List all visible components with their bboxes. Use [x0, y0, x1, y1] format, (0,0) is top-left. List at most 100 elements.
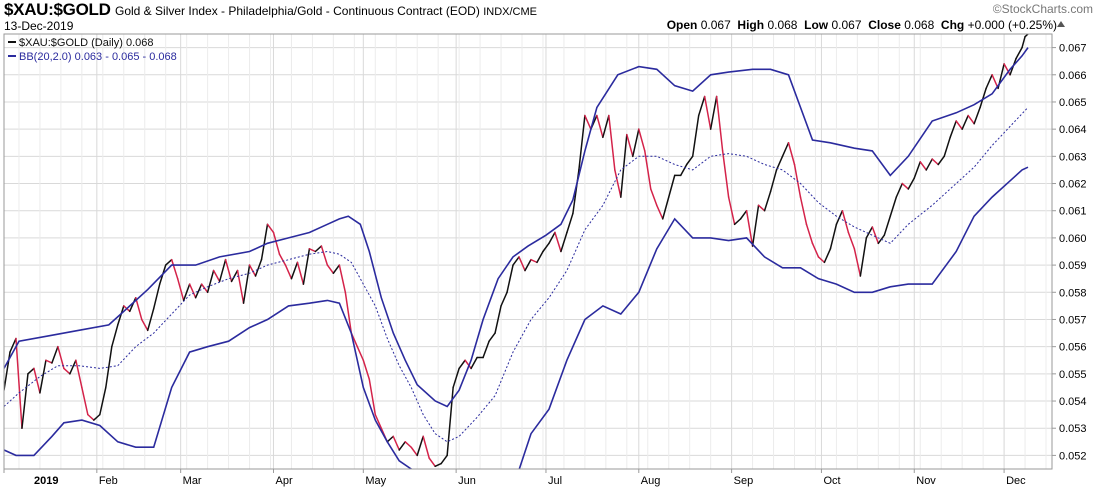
price-segment: [775, 155, 784, 171]
chart-description: Gold & Silver Index - Philadelphia/Gold …: [115, 4, 537, 18]
price-segment: [895, 182, 904, 198]
price-segment: [27, 367, 35, 375]
price-segment: [129, 296, 137, 313]
price-segment: [152, 283, 161, 310]
price-segment: [290, 261, 299, 280]
price-segment: [787, 142, 796, 166]
price-segment: [871, 226, 880, 245]
price-segment: [428, 457, 436, 468]
price-segment: [218, 258, 227, 283]
price-segment: [254, 258, 263, 277]
price-segment: [757, 204, 766, 212]
chart-date: 13-Dec-2019: [4, 19, 74, 33]
price-segment: [314, 245, 323, 253]
price-segment: [524, 258, 532, 272]
close-label: Close: [868, 18, 901, 32]
price-segment: [530, 258, 538, 264]
price-segment: [296, 261, 305, 285]
x-tick-label: May: [365, 475, 386, 487]
price-segment: [69, 359, 77, 375]
y-tick-label: 0.055: [1059, 369, 1087, 381]
price-segment: [134, 296, 143, 321]
price-segment: [398, 441, 406, 451]
price-segment: [733, 218, 742, 226]
open-label: Open: [666, 18, 698, 32]
price-segment: [769, 169, 778, 193]
y-tick-label: 0.061: [1059, 206, 1087, 218]
legend-bb-label: BB(20,2.0) 0.063 - 0.065 - 0.068: [19, 51, 177, 63]
price-segment: [644, 150, 652, 190]
price-segment: [494, 305, 502, 334]
price-segment: [176, 277, 185, 302]
price-segment: [1003, 63, 1011, 76]
price-segment: [266, 223, 275, 234]
price-segment: [9, 337, 17, 353]
price-segment: [105, 345, 113, 389]
price-segment: [344, 291, 353, 334]
price-segment: [386, 435, 395, 443]
price-segment: [727, 196, 736, 226]
exchange-text: INDX/CME: [483, 6, 537, 18]
price-segment: [811, 242, 820, 258]
bollinger-lower-line: [4, 166, 1029, 469]
y-tick-label: 0.052: [1059, 450, 1087, 462]
price-segment: [979, 87, 987, 109]
price-segment: [212, 269, 221, 283]
x-tick-label: Jun: [458, 475, 476, 487]
x-tick-label: Apr: [275, 475, 292, 487]
stockcharts-brand[interactable]: ©StockCharts.com: [992, 2, 1093, 16]
price-segment: [368, 378, 377, 416]
price-segment: [901, 182, 910, 190]
price-segment: [422, 435, 430, 459]
price-segment: [242, 264, 251, 304]
price-segment: [470, 356, 478, 370]
price-segment: [194, 283, 203, 299]
price-segment: [560, 231, 568, 253]
price-segment: [57, 345, 65, 370]
price-segment: [75, 359, 83, 389]
price-segment: [554, 231, 562, 253]
price-segment: [500, 291, 508, 307]
price-segment: [81, 386, 89, 416]
price-segment: [99, 386, 107, 416]
price-segment: [518, 256, 526, 272]
price-segment: [697, 95, 706, 117]
price-segment: [817, 256, 826, 264]
y-tick-label: 0.067: [1059, 43, 1087, 55]
x-tick-label: Nov: [916, 475, 936, 487]
chart-header: $XAU:$GOLD Gold & Silver Index - Philade…: [4, 0, 1101, 34]
price-segment: [781, 142, 790, 158]
price-segment: [21, 373, 29, 429]
price-segment: [907, 177, 916, 190]
price-segment: [446, 386, 454, 457]
price-segment: [847, 231, 856, 250]
y-tick-label: 0.057: [1059, 314, 1087, 326]
price-segment: [248, 264, 257, 277]
price-segment: [170, 258, 179, 280]
y-tick-label: 0.058: [1059, 287, 1087, 299]
price-segment: [278, 253, 287, 266]
price-segment: [272, 231, 281, 255]
price-segment: [661, 196, 670, 220]
low-label: Low: [804, 18, 829, 32]
price-segment: [967, 114, 975, 125]
price-segment: [1015, 46, 1023, 60]
chg-label: Chg: [940, 18, 965, 32]
price-segment: [51, 345, 59, 364]
price-segment: [63, 367, 71, 375]
legend: $XAU:$GOLD (Daily) 0.068 BB(20,2.0) 0.06…: [8, 37, 177, 63]
price-segment: [140, 318, 149, 332]
low-value: 0.067: [831, 18, 862, 32]
price-segment: [440, 454, 448, 465]
y-tick-label: 0.060: [1059, 233, 1087, 245]
price-segment: [536, 250, 544, 264]
description-text: Gold & Silver Index - Philadelphia/Gold …: [115, 4, 480, 18]
price-segment: [260, 223, 269, 261]
price-segment: [512, 256, 520, 266]
x-tick-label: Jul: [548, 475, 562, 487]
price-segment: [949, 120, 957, 139]
y-tick-label: 0.059: [1059, 260, 1087, 272]
y-tick-label: 0.065: [1059, 97, 1087, 109]
price-segment: [943, 136, 951, 158]
